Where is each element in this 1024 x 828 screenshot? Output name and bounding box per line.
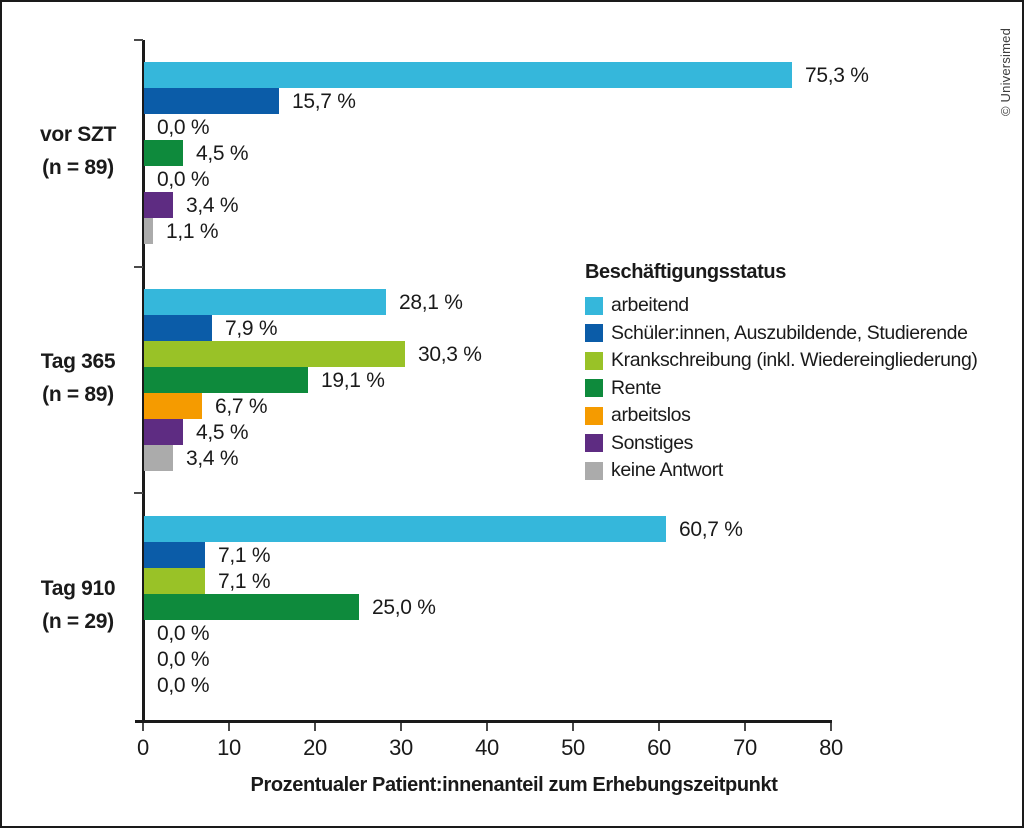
bar <box>144 542 205 568</box>
bar <box>144 367 308 393</box>
x-axis-tick <box>658 723 660 731</box>
bar-value-label: 75,3 % <box>805 64 869 87</box>
bar <box>144 594 359 620</box>
bar-value-label: 30,3 % <box>418 343 482 366</box>
bar-value-label: 60,7 % <box>679 518 743 541</box>
legend-item-label: keine Antwort <box>611 459 723 482</box>
x-axis-tick-label: 80 <box>819 735 843 760</box>
group-label: Tag 910 (n = 29) <box>17 572 139 638</box>
x-axis-tick-label: 70 <box>733 735 757 760</box>
x-axis-tick-label: 30 <box>389 735 413 760</box>
bar <box>144 62 792 88</box>
legend-item-label: Rente <box>611 376 662 399</box>
bar-value-label: 6,7 % <box>215 395 268 418</box>
x-axis-tick-label: 0 <box>137 735 149 760</box>
legend-item-label: Schüler:innen, Auszubildende, Studierend… <box>611 321 968 344</box>
x-axis-tick <box>744 723 746 731</box>
x-axis-tick <box>830 723 832 731</box>
bar-value-label: 0,0 % <box>157 648 210 671</box>
group-label: Tag 365 (n = 89) <box>17 345 139 411</box>
bar <box>144 393 202 419</box>
bar-value-label: 0,0 % <box>157 116 210 139</box>
x-axis-tick-label: 40 <box>475 735 499 760</box>
legend-item-label: Krankschreibung (inkl. Wiedereingliederu… <box>611 349 978 372</box>
bar-value-label: 7,1 % <box>218 544 271 567</box>
x-axis-title: Prozentualer Patient:innenanteil zum Erh… <box>250 774 778 796</box>
bar <box>144 88 279 114</box>
bar <box>144 341 405 367</box>
bar <box>144 289 386 315</box>
group-label-line2: (n = 29) <box>42 610 114 633</box>
x-axis-tick-label: 50 <box>561 735 585 760</box>
bar-value-label: 4,5 % <box>196 421 249 444</box>
legend-item-label: arbeitslos <box>611 404 691 427</box>
legend-color-swatch <box>585 351 603 370</box>
legend-item: arbeitend <box>585 292 978 320</box>
bar <box>144 445 173 471</box>
x-axis-tick <box>486 723 488 731</box>
legend-color-swatch <box>585 296 603 315</box>
bar-value-label: 7,1 % <box>218 570 271 593</box>
bar-value-label: 3,4 % <box>186 194 239 217</box>
x-axis-tick-label: 10 <box>217 735 241 760</box>
group-label: vor SZT (n = 89) <box>17 118 139 184</box>
x-axis-line <box>135 720 832 723</box>
legend-title: Beschäftigungsstatus <box>585 261 786 283</box>
legend-item-label: arbeitend <box>611 294 689 317</box>
legend-color-swatch <box>585 379 603 398</box>
bar-value-label: 19,1 % <box>321 369 385 392</box>
x-axis-tick <box>572 723 574 731</box>
legend: Beschäftigungsstatus arbeitend Schüler:in… <box>585 261 978 485</box>
legend-item: Sonstiges <box>585 430 978 458</box>
bar-value-label: 3,4 % <box>186 447 239 470</box>
legend-color-swatch <box>585 324 603 343</box>
bar-value-label: 4,5 % <box>196 142 249 165</box>
bar <box>144 140 183 166</box>
y-axis-line <box>142 40 145 723</box>
group-label-line1: vor SZT <box>39 123 117 146</box>
bar-value-label: 15,7 % <box>292 90 356 113</box>
bar <box>144 516 666 542</box>
x-axis-tick-label: 20 <box>303 735 327 760</box>
legend-item-label: Sonstiges <box>611 431 694 454</box>
bar-value-label: 0,0 % <box>157 622 210 645</box>
legend-item: Rente <box>585 375 978 403</box>
legend-item: Krankschreibung (inkl. Wiedereingliederu… <box>585 347 978 375</box>
legend-color-swatch <box>585 406 603 425</box>
bar-value-label: 25,0 % <box>372 596 436 619</box>
copyright-watermark: © Universimed <box>998 27 1013 117</box>
bar-value-label: 7,9 % <box>225 317 278 340</box>
group-label-line1: Tag 910 <box>40 577 116 600</box>
legend-item: keine Antwort <box>585 457 978 485</box>
bar <box>144 192 173 218</box>
bar <box>144 315 212 341</box>
bar <box>144 419 183 445</box>
x-axis-tick <box>228 723 230 731</box>
legend-color-swatch <box>585 461 603 480</box>
legend-entries: arbeitend Schüler:innen, Auszubildende, S… <box>585 292 978 485</box>
bar-value-label: 0,0 % <box>157 168 210 191</box>
x-axis-tick <box>314 723 316 731</box>
y-axis-group-tick <box>134 39 143 41</box>
x-axis-tick <box>400 723 402 731</box>
bar-value-label: 1,1 % <box>166 220 219 243</box>
y-axis-group-tick <box>134 266 143 268</box>
x-axis-tick-label: 60 <box>647 735 671 760</box>
legend-item: arbeitslos <box>585 402 978 430</box>
legend-item: Schüler:innen, Auszubildende, Studierend… <box>585 320 978 348</box>
legend-color-swatch <box>585 434 603 453</box>
group-label-line2: (n = 89) <box>42 156 114 179</box>
group-label-line1: Tag 365 <box>40 350 116 373</box>
bar <box>144 218 153 244</box>
bar-value-label: 28,1 % <box>399 291 463 314</box>
bar-value-label: 0,0 % <box>157 674 210 697</box>
group-label-line2: (n = 89) <box>42 383 114 406</box>
y-axis-group-tick <box>134 492 143 494</box>
bar <box>144 568 205 594</box>
x-axis-tick <box>142 723 144 731</box>
